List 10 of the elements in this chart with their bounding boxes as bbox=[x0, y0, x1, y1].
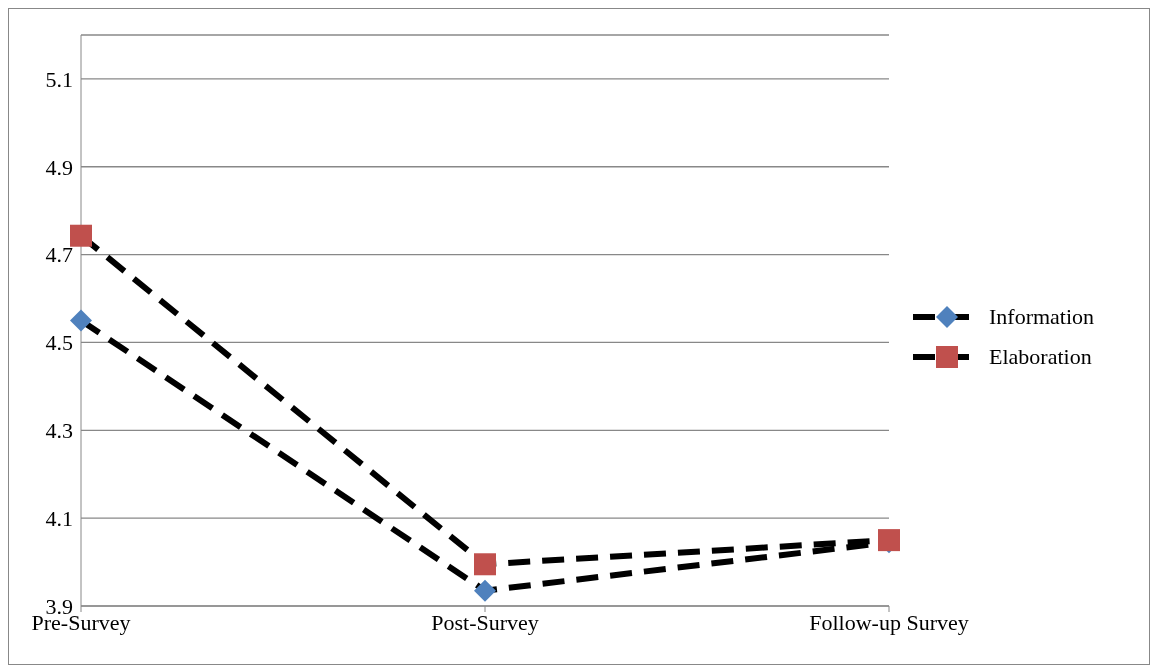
x-tick-label: Follow-up Survey bbox=[809, 609, 969, 635]
y-tick-label: 5.1 bbox=[45, 66, 73, 92]
y-tick-label: 4.1 bbox=[45, 505, 73, 531]
y-tick-label: 4.7 bbox=[45, 242, 73, 268]
legend-label: Elaboration bbox=[989, 343, 1092, 370]
x-tick-label: Post-Survey bbox=[431, 609, 539, 635]
y-tick-label: 4.9 bbox=[45, 154, 73, 180]
legend-label: Information bbox=[989, 303, 1095, 330]
y-tick-label: 4.5 bbox=[45, 330, 73, 356]
y-tick-label: 4.3 bbox=[45, 418, 73, 444]
